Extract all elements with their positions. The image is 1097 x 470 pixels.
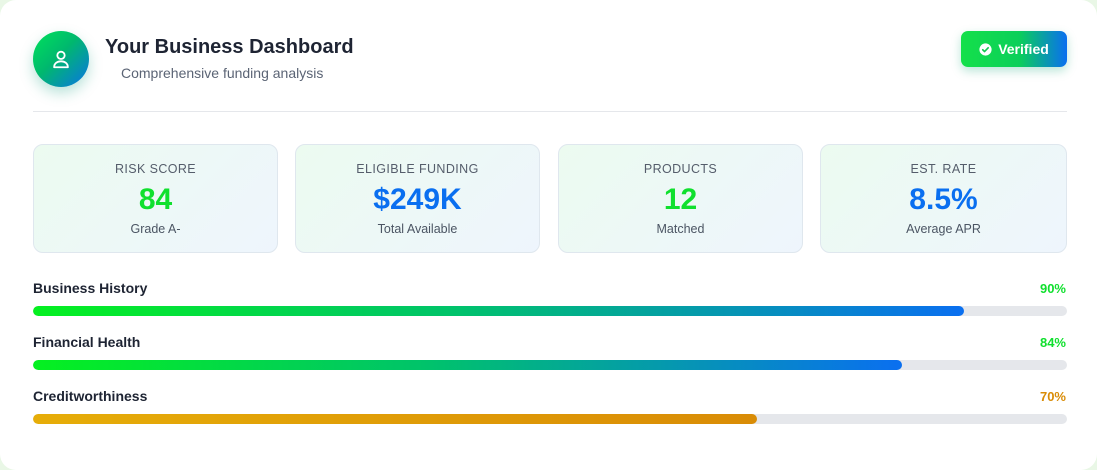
progress-fill-business-history [33, 306, 964, 316]
page-subtitle: Comprehensive funding analysis [121, 65, 324, 81]
stat-card-products: PRODUCTS 12 Matched [558, 144, 803, 253]
avatar [33, 31, 89, 87]
header-divider [33, 111, 1067, 112]
verified-badge-label: Verified [998, 41, 1049, 57]
metric-percent-business-history: 90% [1039, 281, 1066, 296]
progress-track-business-history [33, 306, 1067, 316]
user-icon [53, 50, 69, 69]
stat-value: 84 [138, 183, 173, 216]
stat-label: PRODUCTS [643, 162, 718, 176]
stat-subtext: Matched [656, 222, 705, 236]
stat-subtext: Grade A- [130, 222, 181, 236]
progress-fill-creditworthiness [33, 414, 757, 424]
stat-card-eligible-funding: ELIGIBLE FUNDING $249K Total Available [295, 144, 540, 253]
metric-label-financial-health: Financial Health [33, 334, 141, 350]
stat-subtext: Total Available [377, 222, 458, 236]
stat-label: EST. RATE [910, 162, 977, 176]
metric-label-creditworthiness: Creditworthiness [33, 388, 148, 404]
stat-label: RISK SCORE [114, 162, 197, 176]
check-circle-icon [979, 42, 992, 56]
stat-label: ELIGIBLE FUNDING [356, 162, 479, 176]
progress-fill-financial-health [33, 360, 902, 370]
verified-badge[interactable]: Verified [961, 31, 1067, 67]
stat-value: 12 [663, 183, 698, 216]
metric-percent-creditworthiness: 70% [1039, 389, 1066, 404]
progress-track-financial-health [33, 360, 1067, 370]
stat-card-risk-score: RISK SCORE 84 Grade A- [33, 144, 278, 253]
progress-track-creditworthiness [33, 414, 1067, 424]
stat-value: $249K [373, 183, 462, 216]
metric-label-business-history: Business History [33, 280, 148, 296]
metric-percent-financial-health: 84% [1039, 335, 1066, 350]
page-title: Your Business Dashboard [105, 36, 354, 58]
stat-subtext: Average APR [906, 222, 981, 236]
stat-value: 8.5% [909, 183, 978, 216]
stat-card-est-rate: EST. RATE 8.5% Average APR [820, 144, 1067, 253]
